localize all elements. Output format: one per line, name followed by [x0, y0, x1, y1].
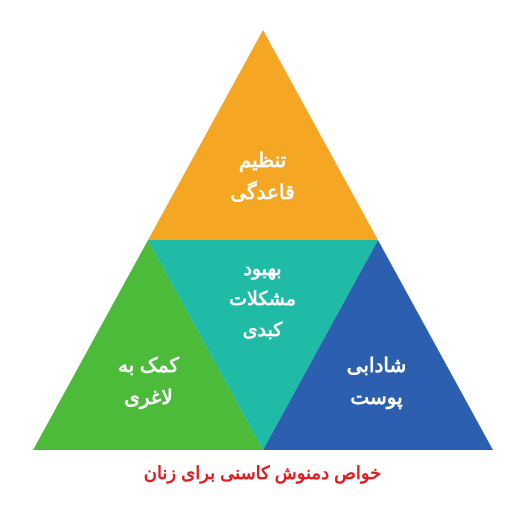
pyramid-infographic: تنظیم قاعدگی بهبود مشکلات کبدی کمک به لا… [33, 30, 493, 450]
pyramid-top-label: تنظیم قاعدگی [193, 145, 333, 209]
pyramid-middle-label: بهبود مشکلات کبدی [193, 255, 333, 346]
pyramid-right-label: شادابی پوست [307, 350, 447, 414]
caption-text: خواص دمنوش کاسنی برای زنان [0, 463, 525, 484]
pyramid-left-label: کمک به لاغری [79, 350, 219, 414]
